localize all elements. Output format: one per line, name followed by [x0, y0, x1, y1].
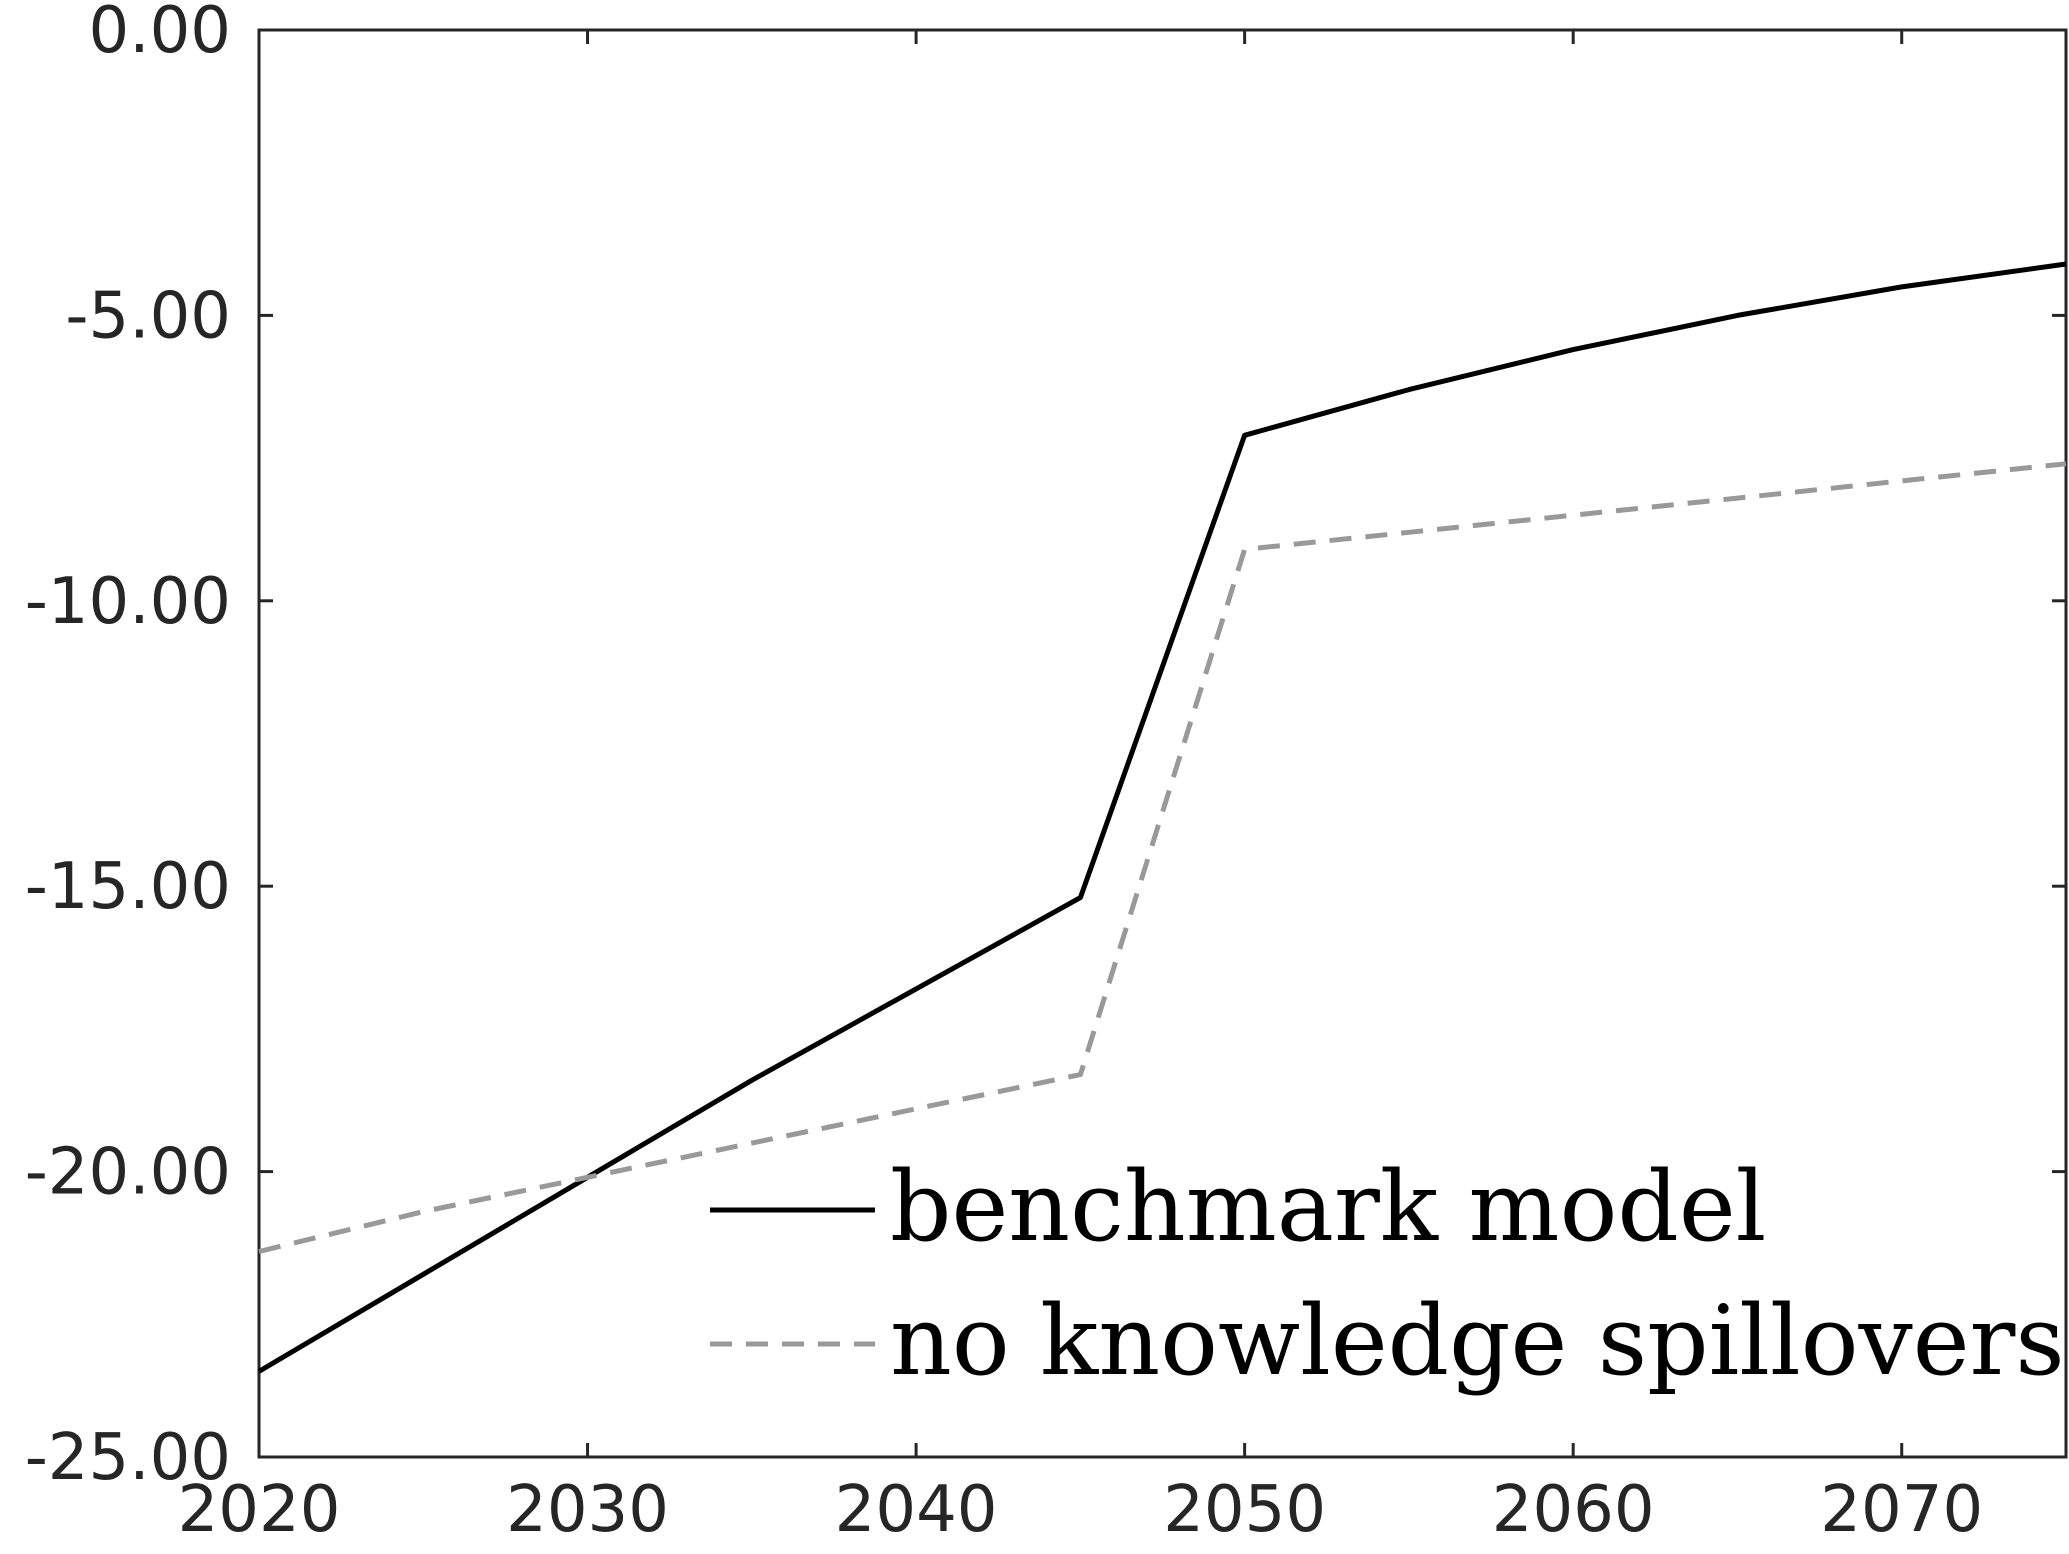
y-tick-label: 0.00 — [89, 0, 232, 68]
series-line-1 — [258, 461, 2067, 1254]
x-tick-label: 2030 — [506, 1473, 669, 1547]
legend-label: benchmark model — [890, 1151, 1766, 1263]
plot-frame — [257, 28, 2068, 1459]
series-line-0 — [257, 261, 2067, 1374]
y-tick-label: -5.00 — [65, 279, 231, 353]
legend-label: no knowledge spillovers — [890, 1285, 2065, 1397]
series-lines — [257, 261, 2067, 1374]
y-tick-label: -10.00 — [25, 565, 231, 639]
axis-tick-labels: 2020 2030 2040 2050 2060 2070 0.00 -5.00 -10.00 -… — [25, 0, 1983, 1547]
axis-ticks — [257, 28, 2066, 1459]
x-tick-label: 2050 — [1163, 1473, 1326, 1547]
y-tick-label: -20.00 — [25, 1136, 231, 1210]
legend: benchmark model no knowledge spillovers — [710, 1151, 2065, 1397]
x-tick-label: 2040 — [835, 1473, 998, 1547]
x-tick-label: 2020 — [178, 1473, 341, 1547]
y-tick-label: -25.00 — [25, 1421, 231, 1495]
y-tick-label: -15.00 — [25, 850, 231, 924]
x-tick-label: 2060 — [1492, 1473, 1655, 1547]
x-tick-label: 2070 — [1820, 1473, 1983, 1547]
